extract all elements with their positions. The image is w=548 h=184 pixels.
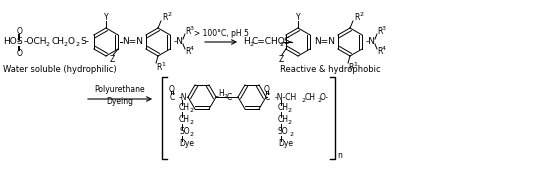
Text: SO: SO [278,128,289,137]
Text: R: R [185,27,190,36]
Text: 2: 2 [75,42,79,47]
Text: C: C [264,93,270,102]
Text: 2: 2 [224,95,228,100]
Text: Z: Z [110,54,116,63]
Text: 2: 2 [189,109,193,114]
Text: 2: 2 [190,132,194,137]
Text: 2: 2 [288,109,292,114]
Text: CH: CH [305,93,316,102]
Text: 2: 2 [359,11,363,17]
Text: CH: CH [278,103,289,112]
Text: 2: 2 [63,42,67,47]
Text: R: R [377,27,383,36]
Text: 2: 2 [317,98,321,102]
Text: R: R [377,47,383,56]
Text: S: S [16,38,22,47]
Text: 2: 2 [46,42,50,47]
Text: CH: CH [51,38,64,47]
Text: R: R [348,63,353,72]
Text: H: H [218,89,224,98]
Text: 4: 4 [190,45,194,50]
Text: R: R [156,63,161,72]
Text: O: O [17,49,23,59]
Text: N=N: N=N [314,38,335,47]
Text: S-: S- [80,38,89,47]
Text: C=CHO: C=CHO [252,38,286,47]
Text: Polyurethane: Polyurethane [95,86,145,95]
Text: Water soluble (hydrophilic): Water soluble (hydrophilic) [3,66,117,75]
Text: 2: 2 [189,121,193,125]
Text: 2: 2 [302,98,306,102]
Text: R: R [185,47,190,56]
Text: Dyeing: Dyeing [106,98,134,107]
Text: Dye: Dye [278,139,293,148]
Text: -N-CH: -N-CH [275,93,297,102]
Text: -OCH: -OCH [24,38,48,47]
Text: O: O [264,84,270,93]
Text: > 100°C, pH 5: > 100°C, pH 5 [193,29,248,38]
Text: O: O [169,84,175,93]
Text: C: C [227,93,232,102]
Text: -N: -N [174,38,184,47]
Text: 1: 1 [353,61,357,66]
Text: 2: 2 [288,121,292,125]
Text: Y: Y [296,13,301,22]
Text: 2: 2 [249,42,253,47]
Text: -N-: -N- [179,93,190,102]
Text: N=N: N=N [122,38,143,47]
Text: Z: Z [279,54,284,63]
Text: O: O [68,38,75,47]
Text: 2: 2 [280,42,284,47]
Text: Y: Y [104,13,109,22]
Text: Reactive & hydrophobic: Reactive & hydrophobic [280,66,381,75]
Text: O-: O- [320,93,329,102]
Text: -N: -N [366,38,376,47]
Text: SO: SO [179,128,190,137]
Text: 4: 4 [382,45,386,50]
Text: 1: 1 [161,61,165,66]
Text: 3: 3 [190,26,194,31]
Text: CH: CH [179,103,190,112]
Text: n: n [337,151,342,160]
Text: R: R [354,13,359,22]
Text: CH: CH [179,116,190,125]
Text: Dye: Dye [179,139,194,148]
Text: 2: 2 [289,132,293,137]
Text: -: - [216,93,219,102]
Text: H: H [243,38,250,47]
Text: C: C [169,93,175,102]
Text: 2: 2 [167,11,171,17]
Text: HO-: HO- [3,38,20,47]
Text: R: R [162,13,167,22]
Text: S-: S- [283,38,292,47]
Text: O: O [17,26,23,36]
Text: 3: 3 [382,26,386,31]
Text: CH: CH [278,116,289,125]
